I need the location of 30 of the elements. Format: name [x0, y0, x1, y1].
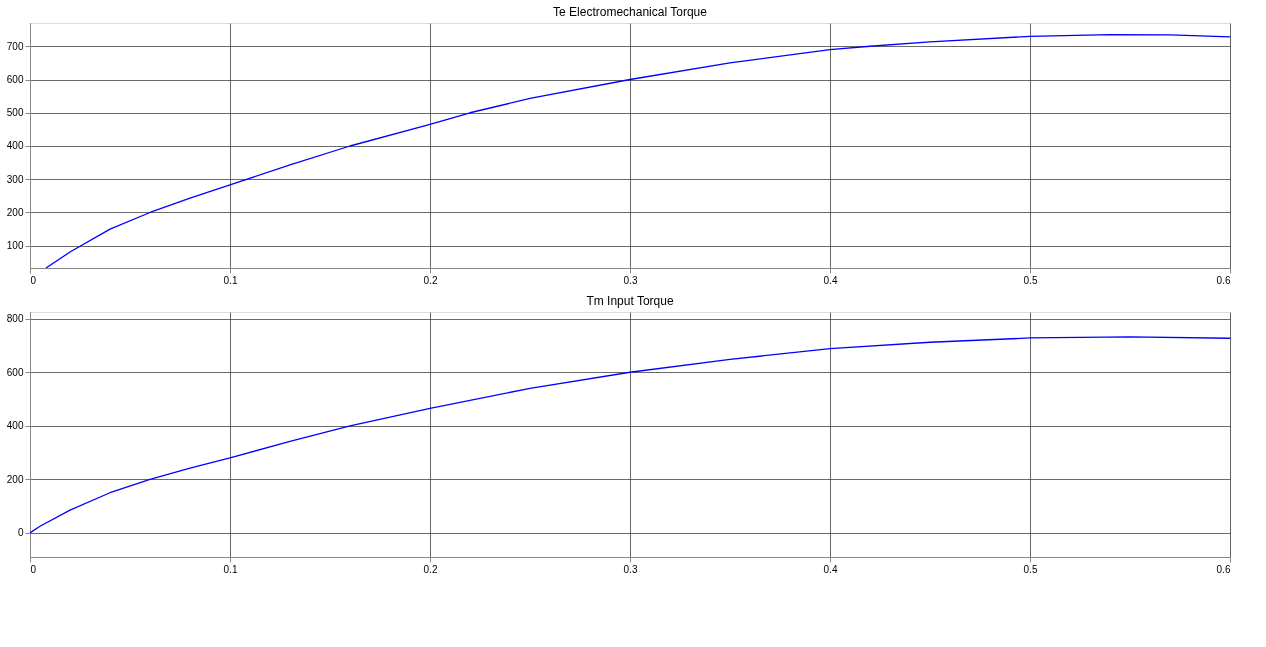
- x-tick-label: 0: [30, 563, 37, 575]
- x-tick-label: 0.1: [223, 274, 238, 286]
- y-tick-label: 600: [6, 366, 24, 378]
- y-tick-label: 0: [17, 527, 24, 539]
- x-tick-label: 0.4: [823, 274, 838, 286]
- y-tick-label: 100: [6, 240, 24, 252]
- y-tick-label: 800: [6, 313, 24, 325]
- y-tick-label: 300: [6, 173, 24, 185]
- x-tick-label: 0.3: [623, 274, 638, 286]
- line-series: [45, 33, 1231, 269]
- x-tick-label: 0.5: [1023, 274, 1038, 286]
- x-tick-label: 0.4: [823, 563, 838, 575]
- y-tick-label: 200: [6, 206, 24, 218]
- x-tick-label: 0.5: [1023, 563, 1038, 575]
- y-tick-label: 700: [6, 40, 24, 52]
- y-tick-label: 500: [6, 107, 24, 119]
- x-tick-label: 0.6: [1216, 274, 1231, 286]
- chart-title: Te Electromechanical Torque: [553, 5, 708, 19]
- y-tick-label: 600: [6, 74, 24, 86]
- x-tick-label: 0.3: [623, 563, 638, 575]
- y-tick-label: 400: [6, 140, 24, 152]
- x-tick-label: 0.1: [223, 563, 238, 575]
- chart-title: Tm Input Torque: [586, 294, 674, 308]
- x-tick-label: 0.6: [1216, 563, 1231, 575]
- x-tick-label: 0: [30, 274, 37, 286]
- line-series: [29, 336, 1231, 534]
- y-tick-label: 400: [6, 420, 24, 432]
- y-tick-label: 200: [6, 473, 24, 485]
- x-tick-label: 0.2: [423, 274, 438, 286]
- x-tick-label: 0.2: [423, 563, 438, 575]
